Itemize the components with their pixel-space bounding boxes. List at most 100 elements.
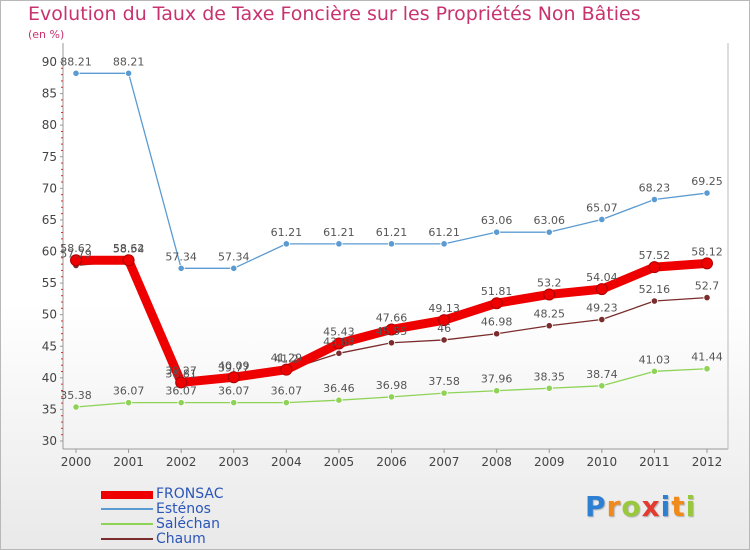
data-point-fronsac [648, 261, 661, 274]
data-label-salechan: 38.35 [534, 370, 566, 383]
data-point-salechan [72, 403, 80, 411]
x-tick-label: 2006 [376, 455, 407, 469]
data-point-fronsac [595, 283, 608, 296]
data-label-salechan: 38.74 [586, 368, 618, 381]
x-tick-label: 2012 [692, 455, 723, 469]
data-point-estenos [650, 195, 659, 204]
data-point-estenos [387, 240, 396, 248]
data-label-chaum: 49.23 [586, 302, 618, 315]
data-point-estenos [124, 69, 133, 77]
data-point-fronsac [701, 257, 713, 270]
data-point-fronsac [70, 254, 82, 267]
y-tick-label: 50 [42, 308, 57, 322]
proxiti-logo: Proxiti [585, 487, 696, 527]
data-label-salechan: 36.07 [218, 385, 250, 398]
data-label-estenos: 68.23 [639, 182, 671, 195]
data-point-estenos [703, 189, 711, 197]
x-tick-label: 2005 [324, 455, 355, 469]
x-tick-label: 2010 [587, 455, 618, 469]
data-point-salechan [282, 399, 290, 407]
data-point-fronsac [332, 337, 345, 350]
data-point-estenos [282, 240, 290, 248]
data-point-estenos [440, 240, 448, 248]
data-point-salechan [124, 399, 133, 407]
data-label-chaum: 45.55 [376, 325, 408, 338]
data-label-estenos: 57.34 [218, 250, 250, 263]
legend-swatch-salechan [101, 523, 153, 525]
logo-letter: x [641, 490, 661, 523]
y-tick-label: 80 [42, 118, 57, 132]
data-point-chaum [650, 297, 659, 305]
y-tick-label: 85 [42, 87, 57, 101]
data-point-estenos [230, 264, 238, 272]
data-label-estenos: 61.21 [271, 226, 303, 239]
data-point-estenos [72, 69, 80, 77]
data-label-salechan: 41.44 [691, 351, 723, 364]
y-tick-label: 35 [42, 402, 57, 416]
data-point-chaum [493, 330, 501, 338]
data-label-estenos: 88.21 [60, 55, 92, 68]
logo-letter: i [685, 490, 697, 523]
logo-letter: P [585, 490, 607, 523]
data-label-fronsac: 58.62 [113, 242, 145, 255]
data-label-estenos: 63.06 [534, 214, 566, 227]
data-label-salechan: 35.38 [60, 389, 92, 402]
data-point-salechan [387, 393, 396, 401]
x-tick-label: 2004 [271, 455, 302, 469]
data-label-salechan: 36.07 [165, 385, 197, 398]
legend-label-chaum: Chaum [156, 531, 206, 547]
x-tick-label: 2000 [61, 455, 92, 469]
data-point-salechan [598, 382, 606, 390]
logo-letter: o [621, 490, 642, 523]
data-label-fronsac: 49.13 [428, 302, 460, 315]
data-point-fronsac [385, 323, 398, 336]
data-point-salechan [335, 396, 343, 404]
data-label-fronsac: 45.43 [323, 326, 355, 339]
data-point-salechan [545, 384, 553, 392]
data-point-chaum [703, 294, 711, 302]
data-point-salechan [703, 365, 711, 373]
data-point-estenos [545, 228, 553, 236]
data-label-estenos: 69.25 [691, 175, 723, 188]
legend-label-estenos: Esténos [156, 501, 211, 517]
data-label-estenos: 61.21 [323, 226, 355, 239]
data-label-chaum: 57.79 [60, 247, 92, 260]
data-label-fronsac: 58.12 [691, 245, 723, 258]
data-point-fronsac [490, 297, 503, 310]
x-tick-label: 2008 [481, 455, 512, 469]
data-point-chaum [335, 349, 343, 357]
data-point-estenos [335, 240, 343, 248]
data-point-chaum [545, 322, 553, 330]
data-point-fronsac [543, 288, 556, 301]
x-tick-label: 2007 [429, 455, 460, 469]
legend-swatch-estenos [101, 508, 153, 510]
data-label-fronsac: 57.52 [639, 249, 671, 262]
y-tick-label: 30 [42, 434, 57, 448]
series-line-estenos [75, 72, 708, 269]
data-point-chaum [598, 315, 606, 324]
data-point-salechan [650, 367, 659, 375]
data-label-chaum: 58.54 [113, 243, 145, 256]
data-label-salechan: 36.07 [113, 385, 145, 398]
data-label-chaum: 46 [437, 322, 451, 335]
legend-label-salechan: Saléchan [156, 516, 220, 532]
data-label-salechan: 36.46 [323, 382, 355, 395]
legend-label-fronsac: FRONSAC [156, 486, 224, 502]
data-label-fronsac: 53.2 [537, 276, 562, 289]
legend-swatch-chaum [101, 538, 153, 540]
data-label-estenos: 88.21 [113, 55, 145, 68]
x-tick-label: 2009 [534, 455, 565, 469]
chart-title: Evolution du Taux de Taxe Foncière sur l… [28, 3, 641, 25]
y-tick-label: 55 [42, 276, 57, 290]
y-tick-label: 70 [42, 181, 57, 195]
data-point-estenos [598, 215, 606, 224]
y-tick-label: 65 [42, 213, 57, 227]
x-tick-label: 2011 [639, 455, 670, 469]
data-label-estenos: 63.06 [481, 214, 513, 227]
data-label-salechan: 37.96 [481, 373, 513, 386]
data-point-estenos [177, 264, 185, 272]
y-tick-label: 40 [42, 371, 57, 385]
data-label-estenos: 61.21 [428, 226, 460, 239]
